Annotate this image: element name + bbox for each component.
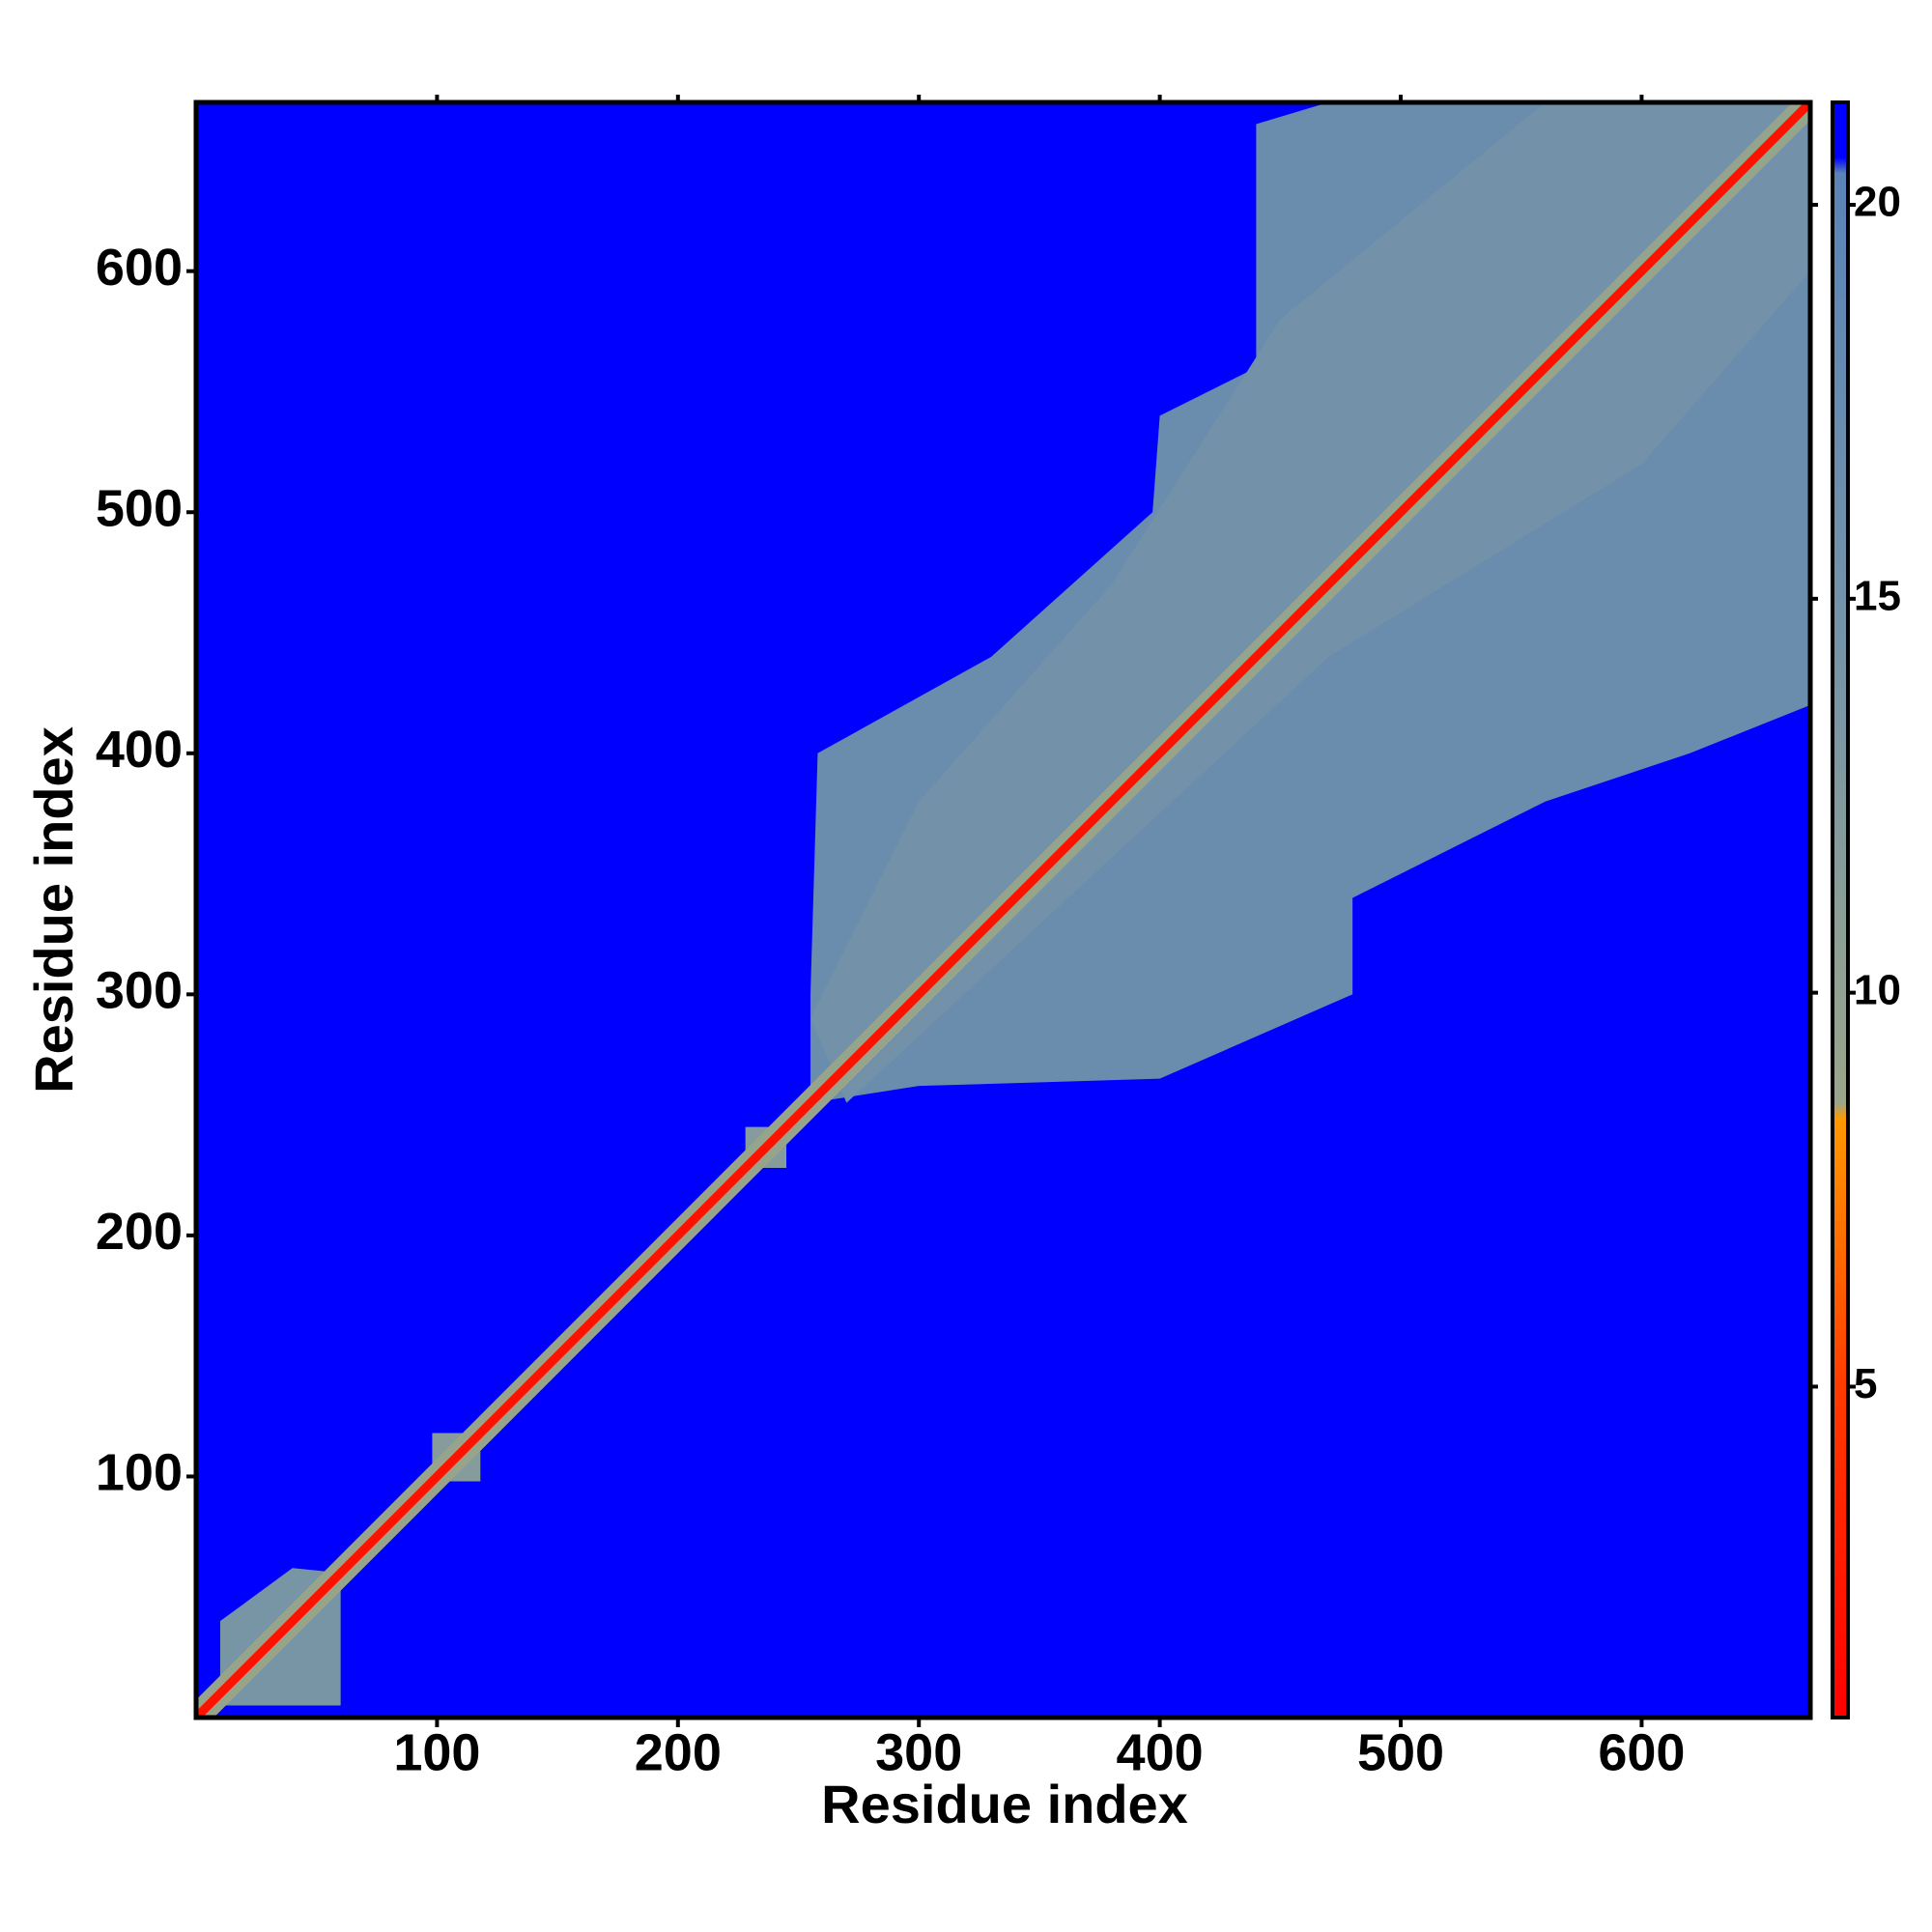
colorbar-tick-label: 10 [1854, 966, 1901, 1013]
x-tick-label: 200 [635, 1723, 722, 1781]
heatmap-cells [196, 102, 1810, 1718]
diagonal-band [196, 102, 1810, 1718]
colorbar [1831, 100, 1850, 1719]
y-tick-label: 100 [96, 1444, 183, 1502]
y-tick-label: 200 [96, 1203, 183, 1261]
y-tick-label: 400 [96, 721, 183, 779]
x-tick-label: 300 [875, 1723, 962, 1781]
y-tick-label: 600 [96, 239, 183, 297]
y-tick-label: 500 [96, 480, 183, 538]
x-axis-title: Residue index [821, 1774, 1188, 1834]
y-tick-label: 300 [96, 962, 183, 1020]
x-tick-label: 600 [1598, 1723, 1685, 1781]
x-tick-label: 100 [393, 1723, 480, 1781]
colorbar-tick-label: 20 [1854, 179, 1901, 226]
y-axis-title: Residue index [23, 726, 84, 1094]
colorbar-tick-label: 15 [1854, 572, 1901, 619]
x-tick-label: 500 [1357, 1723, 1444, 1781]
plot-frame [193, 99, 1813, 1720]
colorbar-tick-label: 5 [1854, 1360, 1877, 1407]
x-tick-label: 400 [1117, 1723, 1204, 1781]
